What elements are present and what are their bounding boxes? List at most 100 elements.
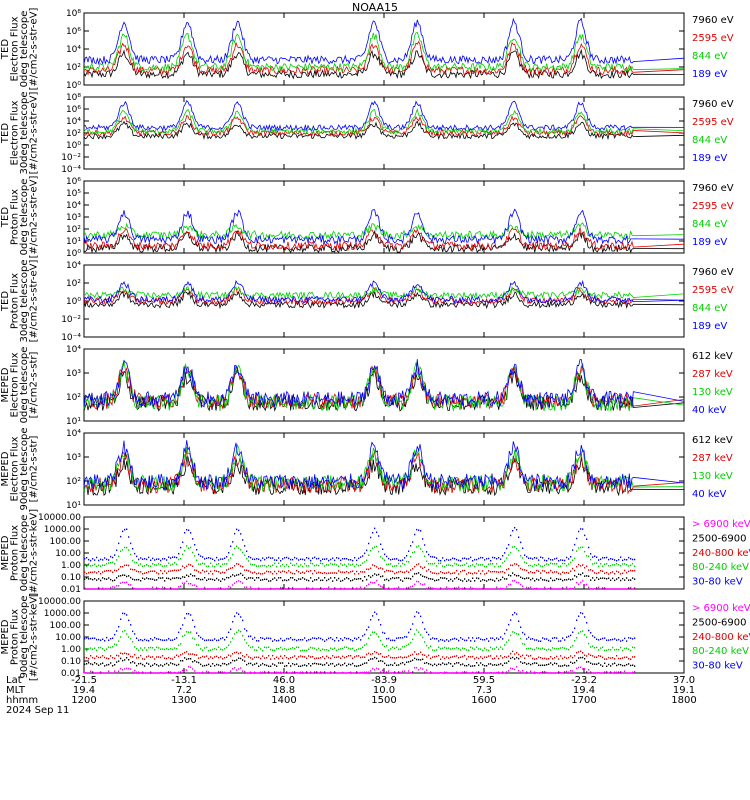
series-trace xyxy=(83,440,685,491)
x-tick-lat: -83.9 xyxy=(371,675,397,686)
legend-entry: 30-80 keV xyxy=(692,577,743,588)
y-axis-title-line: 90deg telescope xyxy=(19,427,30,510)
legend-entry: 2595 eV xyxy=(692,33,734,44)
y-axis-title-line: MEPED xyxy=(0,451,11,486)
y-axis-title-line: 0deg telescope xyxy=(19,347,30,424)
x-tick-hhmm: 1600 xyxy=(471,695,496,706)
y-axis-title-line: [#/cm2-s-str-eV] xyxy=(29,260,40,343)
legend-entry: 844 eV xyxy=(692,51,727,62)
y-tick-label: 0.10 xyxy=(61,573,81,583)
y-axis-title-line: [#/cm2-s-str-eV] xyxy=(29,8,40,91)
legend-entry: 240-800 keV xyxy=(692,632,750,643)
y-tick-label: 0.01 xyxy=(61,585,81,595)
y-axis-title-line: Proton Flux xyxy=(10,189,21,245)
y-tick-label: 10⁶ xyxy=(66,105,81,115)
y-axis-title-line: TED xyxy=(0,291,11,312)
series-trace xyxy=(84,665,636,674)
panel-8: 0.01 0.10 1.00 10.00 100.00 1000.00 10000.00 ME… xyxy=(0,593,750,681)
y-axis-title-line: TED xyxy=(0,207,11,228)
y-tick-label: 10⁴ xyxy=(66,429,81,439)
y-axis-title-line: [#/cm2-s-str-eV] xyxy=(29,92,40,175)
x-tick-hhmm: 1500 xyxy=(371,695,396,706)
series-trace xyxy=(83,17,685,66)
y-axis-title-line: TED xyxy=(0,123,11,144)
legend-entry: > 6900 keV xyxy=(692,603,750,614)
x-tick-lat: -13.1 xyxy=(171,675,197,686)
y-tick-label: 0.01 xyxy=(61,669,81,679)
series-trace xyxy=(83,359,685,412)
y-axis-title-line: MEPED xyxy=(0,619,11,654)
y-tick-label: 10⁶ xyxy=(66,177,81,187)
y-tick-label: 10⁻² xyxy=(61,315,81,325)
y-axis-title-line: 30deg telescope xyxy=(19,259,30,342)
legend-entry: 612 keV xyxy=(692,351,733,362)
y-tick-label: 1.00 xyxy=(61,645,81,655)
y-axis-title-line: [#/cm2-s-str-keV] xyxy=(29,593,40,681)
y-tick-label: 10⁶ xyxy=(66,27,81,37)
x-tick-mlt: 18.8 xyxy=(273,685,295,696)
y-axis-title-line: 90deg telescope xyxy=(19,595,30,678)
y-tick-label: 10⁻⁴ xyxy=(61,333,81,343)
y-tick-label: 10⁵ xyxy=(66,189,81,199)
legend-entry: 130 keV xyxy=(692,387,733,398)
y-tick-label: 10⁰ xyxy=(66,81,81,91)
panel-frame xyxy=(83,264,685,338)
x-tick-lat: 59.5 xyxy=(473,675,495,686)
y-tick-label: 10⁻⁴ xyxy=(61,165,81,175)
y-tick-label: 10² xyxy=(66,393,81,403)
x-axis-row-label: hhmm xyxy=(6,695,38,706)
series-trace xyxy=(84,579,636,590)
y-tick-label: 1000.00 xyxy=(44,525,81,535)
legend-entry: 844 eV xyxy=(692,303,727,314)
legend-entry: > 6900 keV xyxy=(692,519,750,530)
y-tick-label: 10¹ xyxy=(66,237,81,247)
series-trace xyxy=(83,31,685,73)
x-tick-lat: -21.5 xyxy=(71,675,97,686)
y-tick-label: 10⁴ xyxy=(66,45,81,55)
legend-entry: 189 eV xyxy=(692,153,727,164)
panel-frame xyxy=(83,96,685,170)
legend-entry: 2500-6900 xyxy=(692,617,747,628)
legend-entry: 80-240 keV xyxy=(692,562,749,573)
legend-entry: 612 keV xyxy=(692,435,733,446)
y-tick-label: 10⁻² xyxy=(61,153,81,163)
y-tick-label: 10⁴ xyxy=(66,345,81,355)
y-tick-label: 10¹ xyxy=(66,417,81,427)
x-tick-lat: 46.0 xyxy=(273,675,295,686)
legend-entry: 844 eV xyxy=(692,219,727,230)
x-tick-mlt: 7.3 xyxy=(476,685,492,696)
y-axis-title-line: Proton Flux xyxy=(10,525,21,581)
legend-entry: 287 keV xyxy=(692,369,733,380)
y-tick-label: 10000.00 xyxy=(38,597,81,607)
x-tick-mlt: 19.1 xyxy=(673,685,695,696)
y-tick-label: 1.00 xyxy=(61,561,81,571)
x-tick-hhmm: 1200 xyxy=(71,695,96,706)
legend-entry: 287 keV xyxy=(692,453,733,464)
x-tick-lat: 37.0 xyxy=(673,675,695,686)
series-trace xyxy=(83,359,685,409)
series-trace xyxy=(83,290,685,310)
series-trace xyxy=(84,572,636,582)
y-tick-label: 10⁴ xyxy=(66,261,81,271)
x-tick-mlt: 19.4 xyxy=(573,685,595,696)
y-axis-title-line: 0deg telescope xyxy=(19,11,30,88)
legend-entry: 7960 eV xyxy=(692,15,734,26)
y-axis-title-line: [#/cm2-s-str-keV] xyxy=(29,509,40,597)
series-trace xyxy=(84,629,636,652)
panel-frame xyxy=(83,432,685,506)
legend-entry: 7960 eV xyxy=(692,183,734,194)
series-trace xyxy=(84,650,636,660)
legend-entry: 189 eV xyxy=(692,321,727,332)
legend-entry: 2595 eV xyxy=(692,117,734,128)
x-axis-row-label: MLT xyxy=(6,685,26,696)
legend-entry: 2595 eV xyxy=(692,201,734,212)
legend-entry: 40 keV xyxy=(692,405,726,416)
series-trace xyxy=(83,285,685,300)
y-axis-title-line: Proton Flux xyxy=(10,609,21,665)
